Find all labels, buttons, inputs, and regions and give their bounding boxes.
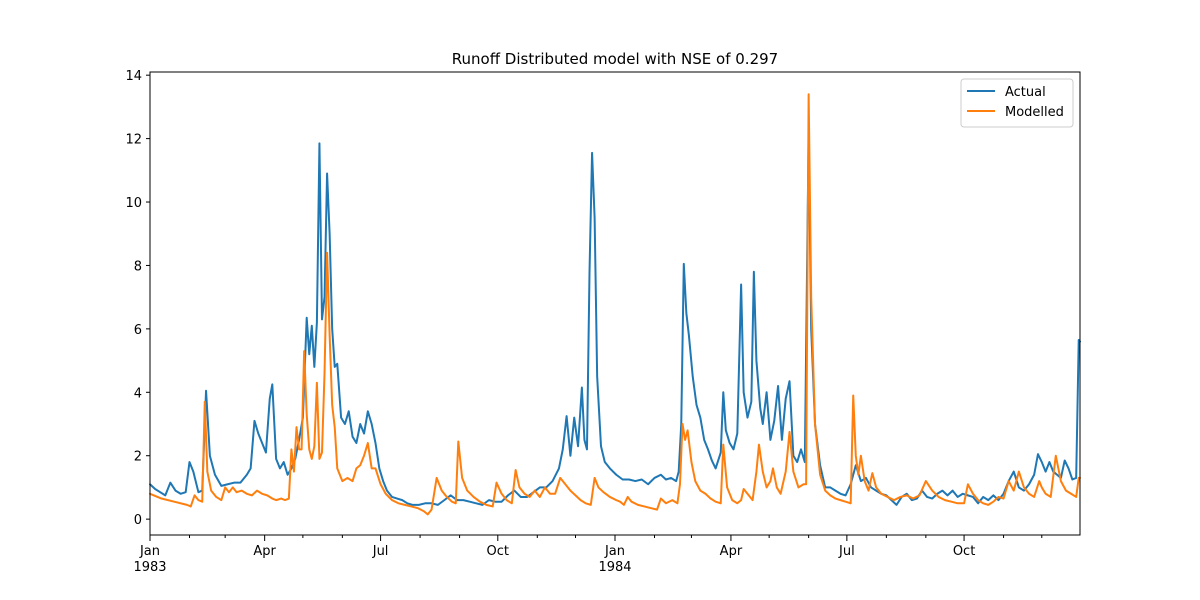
y-tick-label: 6 xyxy=(134,323,142,338)
x-tick-year-label: 1984 xyxy=(598,560,631,575)
y-axis: 0 2 4 6 8 10 12 14 xyxy=(125,69,150,528)
y-tick-label: 10 xyxy=(125,196,142,211)
x-tick-label: Oct xyxy=(487,544,509,559)
y-tick-label: 2 xyxy=(134,450,142,465)
x-tick-label: Jul xyxy=(372,544,389,559)
legend: Actual Modelled xyxy=(960,78,1074,128)
y-tick-label: 8 xyxy=(134,259,142,274)
y-tick-label: 14 xyxy=(125,69,142,84)
x-tick-label: Jul xyxy=(838,544,855,559)
y-tick-label: 4 xyxy=(134,386,142,401)
plot-lines xyxy=(149,93,1081,516)
x-tick-label: Jan xyxy=(604,544,625,559)
chart-title: Runoff Distributed model with NSE of 0.2… xyxy=(452,50,778,68)
x-tick-label: Apr xyxy=(253,544,276,559)
y-tick-label: 12 xyxy=(125,133,142,148)
x-tick-label: Jan xyxy=(139,544,160,559)
series-line-modelled xyxy=(149,93,1081,516)
x-tick-label: Apr xyxy=(720,544,743,559)
legend-label-actual: Actual xyxy=(1005,85,1046,100)
x-tick-year-label: 1983 xyxy=(133,560,166,575)
legend-label-modelled: Modelled xyxy=(1005,105,1064,120)
y-tick-label: 0 xyxy=(134,513,142,528)
x-tick-label: Oct xyxy=(953,544,975,559)
